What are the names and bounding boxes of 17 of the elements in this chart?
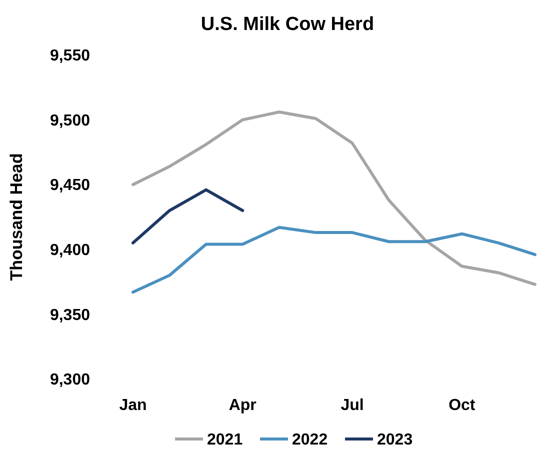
y-axis-title: Thousand Head bbox=[7, 153, 26, 281]
legend-label: 2023 bbox=[377, 432, 413, 449]
chart-title: U.S. Milk Cow Herd bbox=[200, 14, 374, 35]
x-tick-label: Jul bbox=[340, 397, 364, 414]
y-tick-label: 9,450 bbox=[50, 177, 90, 194]
x-tick-label: Oct bbox=[448, 397, 476, 414]
y-tick-label: 9,550 bbox=[50, 48, 90, 65]
legend-label: 2021 bbox=[207, 432, 243, 449]
y-tick-label: 9,350 bbox=[50, 306, 90, 324]
y-tick-label: 9,500 bbox=[50, 112, 90, 130]
legend-label: 2022 bbox=[292, 432, 328, 449]
x-tick-label: Jan bbox=[119, 397, 147, 414]
line-series bbox=[132, 110, 536, 286]
x-tick-label: Apr bbox=[228, 397, 256, 414]
y-tick-label: 9,300 bbox=[50, 372, 90, 389]
y-tick-label: 9,400 bbox=[50, 242, 90, 259]
line-series bbox=[132, 226, 536, 294]
